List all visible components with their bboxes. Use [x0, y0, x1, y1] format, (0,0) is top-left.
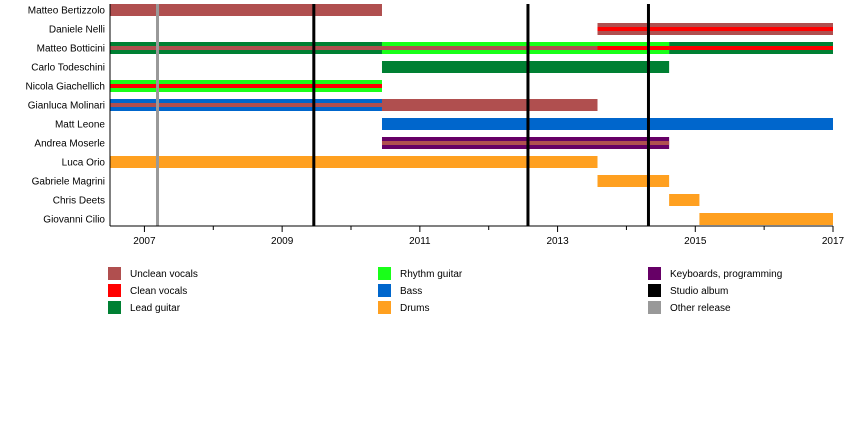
- release-line-other: [156, 4, 160, 226]
- bar-unclean: [381, 99, 598, 111]
- legend-swatch-clean: [108, 284, 121, 297]
- member-name: Giovanni Cilio: [43, 215, 105, 226]
- bar-drums: [699, 213, 833, 225]
- bar-inner-clean: [669, 46, 833, 50]
- bar-inner-unclean: [381, 46, 598, 50]
- x-tick-label: 2013: [546, 236, 569, 247]
- legend-swatch-bass: [378, 284, 391, 297]
- legend-swatch-lead: [108, 301, 121, 314]
- member-name: Chris Deets: [53, 196, 105, 207]
- bar-drums: [110, 156, 598, 168]
- bar-inner-unclean: [110, 46, 382, 50]
- bar-inner-clean: [597, 27, 833, 31]
- member-name: Matteo Bertizzolo: [28, 6, 106, 17]
- legend-label-drums: Drums: [400, 303, 429, 314]
- member-name: Andrea Moserle: [34, 139, 105, 150]
- member-name: Matteo Botticini: [37, 44, 105, 55]
- member-name: Carlo Todeschini: [31, 63, 105, 74]
- legend-swatch-keys: [648, 267, 661, 280]
- legend-swatch-unclean: [108, 267, 121, 280]
- legend-label-lead: Lead guitar: [130, 303, 181, 314]
- member-name: Nicola Giachellich: [26, 82, 105, 93]
- x-tick-label: 2017: [822, 236, 845, 247]
- legend-swatch-drums: [378, 301, 391, 314]
- legend-label-bass: Bass: [400, 286, 422, 297]
- release-line-studio: [646, 4, 650, 226]
- release-line-studio: [312, 4, 316, 226]
- legend-label-keys: Keyboards, programming: [670, 269, 782, 280]
- legend-label-clean: Clean vocals: [130, 286, 187, 297]
- bar-inner-unclean: [110, 103, 382, 107]
- legend-label-rhythm: Rhythm guitar: [400, 269, 463, 280]
- bar-lead: [381, 61, 670, 73]
- legend-label-other: Other release: [670, 303, 731, 314]
- legend-label-studio: Studio album: [670, 286, 728, 297]
- bar-drums: [669, 194, 700, 206]
- bar-bass: [381, 118, 833, 130]
- legend-label-unclean: Unclean vocals: [130, 269, 198, 280]
- x-tick-label: 2015: [684, 236, 707, 247]
- bar-inner-unclean: [381, 141, 670, 145]
- x-tick-label: 2009: [271, 236, 294, 247]
- member-name: Matt Leone: [55, 120, 105, 131]
- legend-swatch-studio: [648, 284, 661, 297]
- bar-inner-clean: [597, 46, 670, 50]
- member-name: Daniele Nelli: [49, 25, 105, 36]
- member-name: Luca Orio: [62, 158, 106, 169]
- release-line-studio: [526, 4, 530, 226]
- member-name: Gabriele Magrini: [32, 177, 105, 188]
- x-tick-label: 2007: [133, 236, 156, 247]
- legend-swatch-other: [648, 301, 661, 314]
- bar-inner-clean: [110, 84, 382, 88]
- member-name: Gianluca Molinari: [28, 101, 105, 112]
- bar-unclean: [110, 4, 382, 16]
- x-tick-label: 2011: [409, 236, 431, 247]
- bar-drums: [597, 175, 670, 187]
- legend-swatch-rhythm: [378, 267, 391, 280]
